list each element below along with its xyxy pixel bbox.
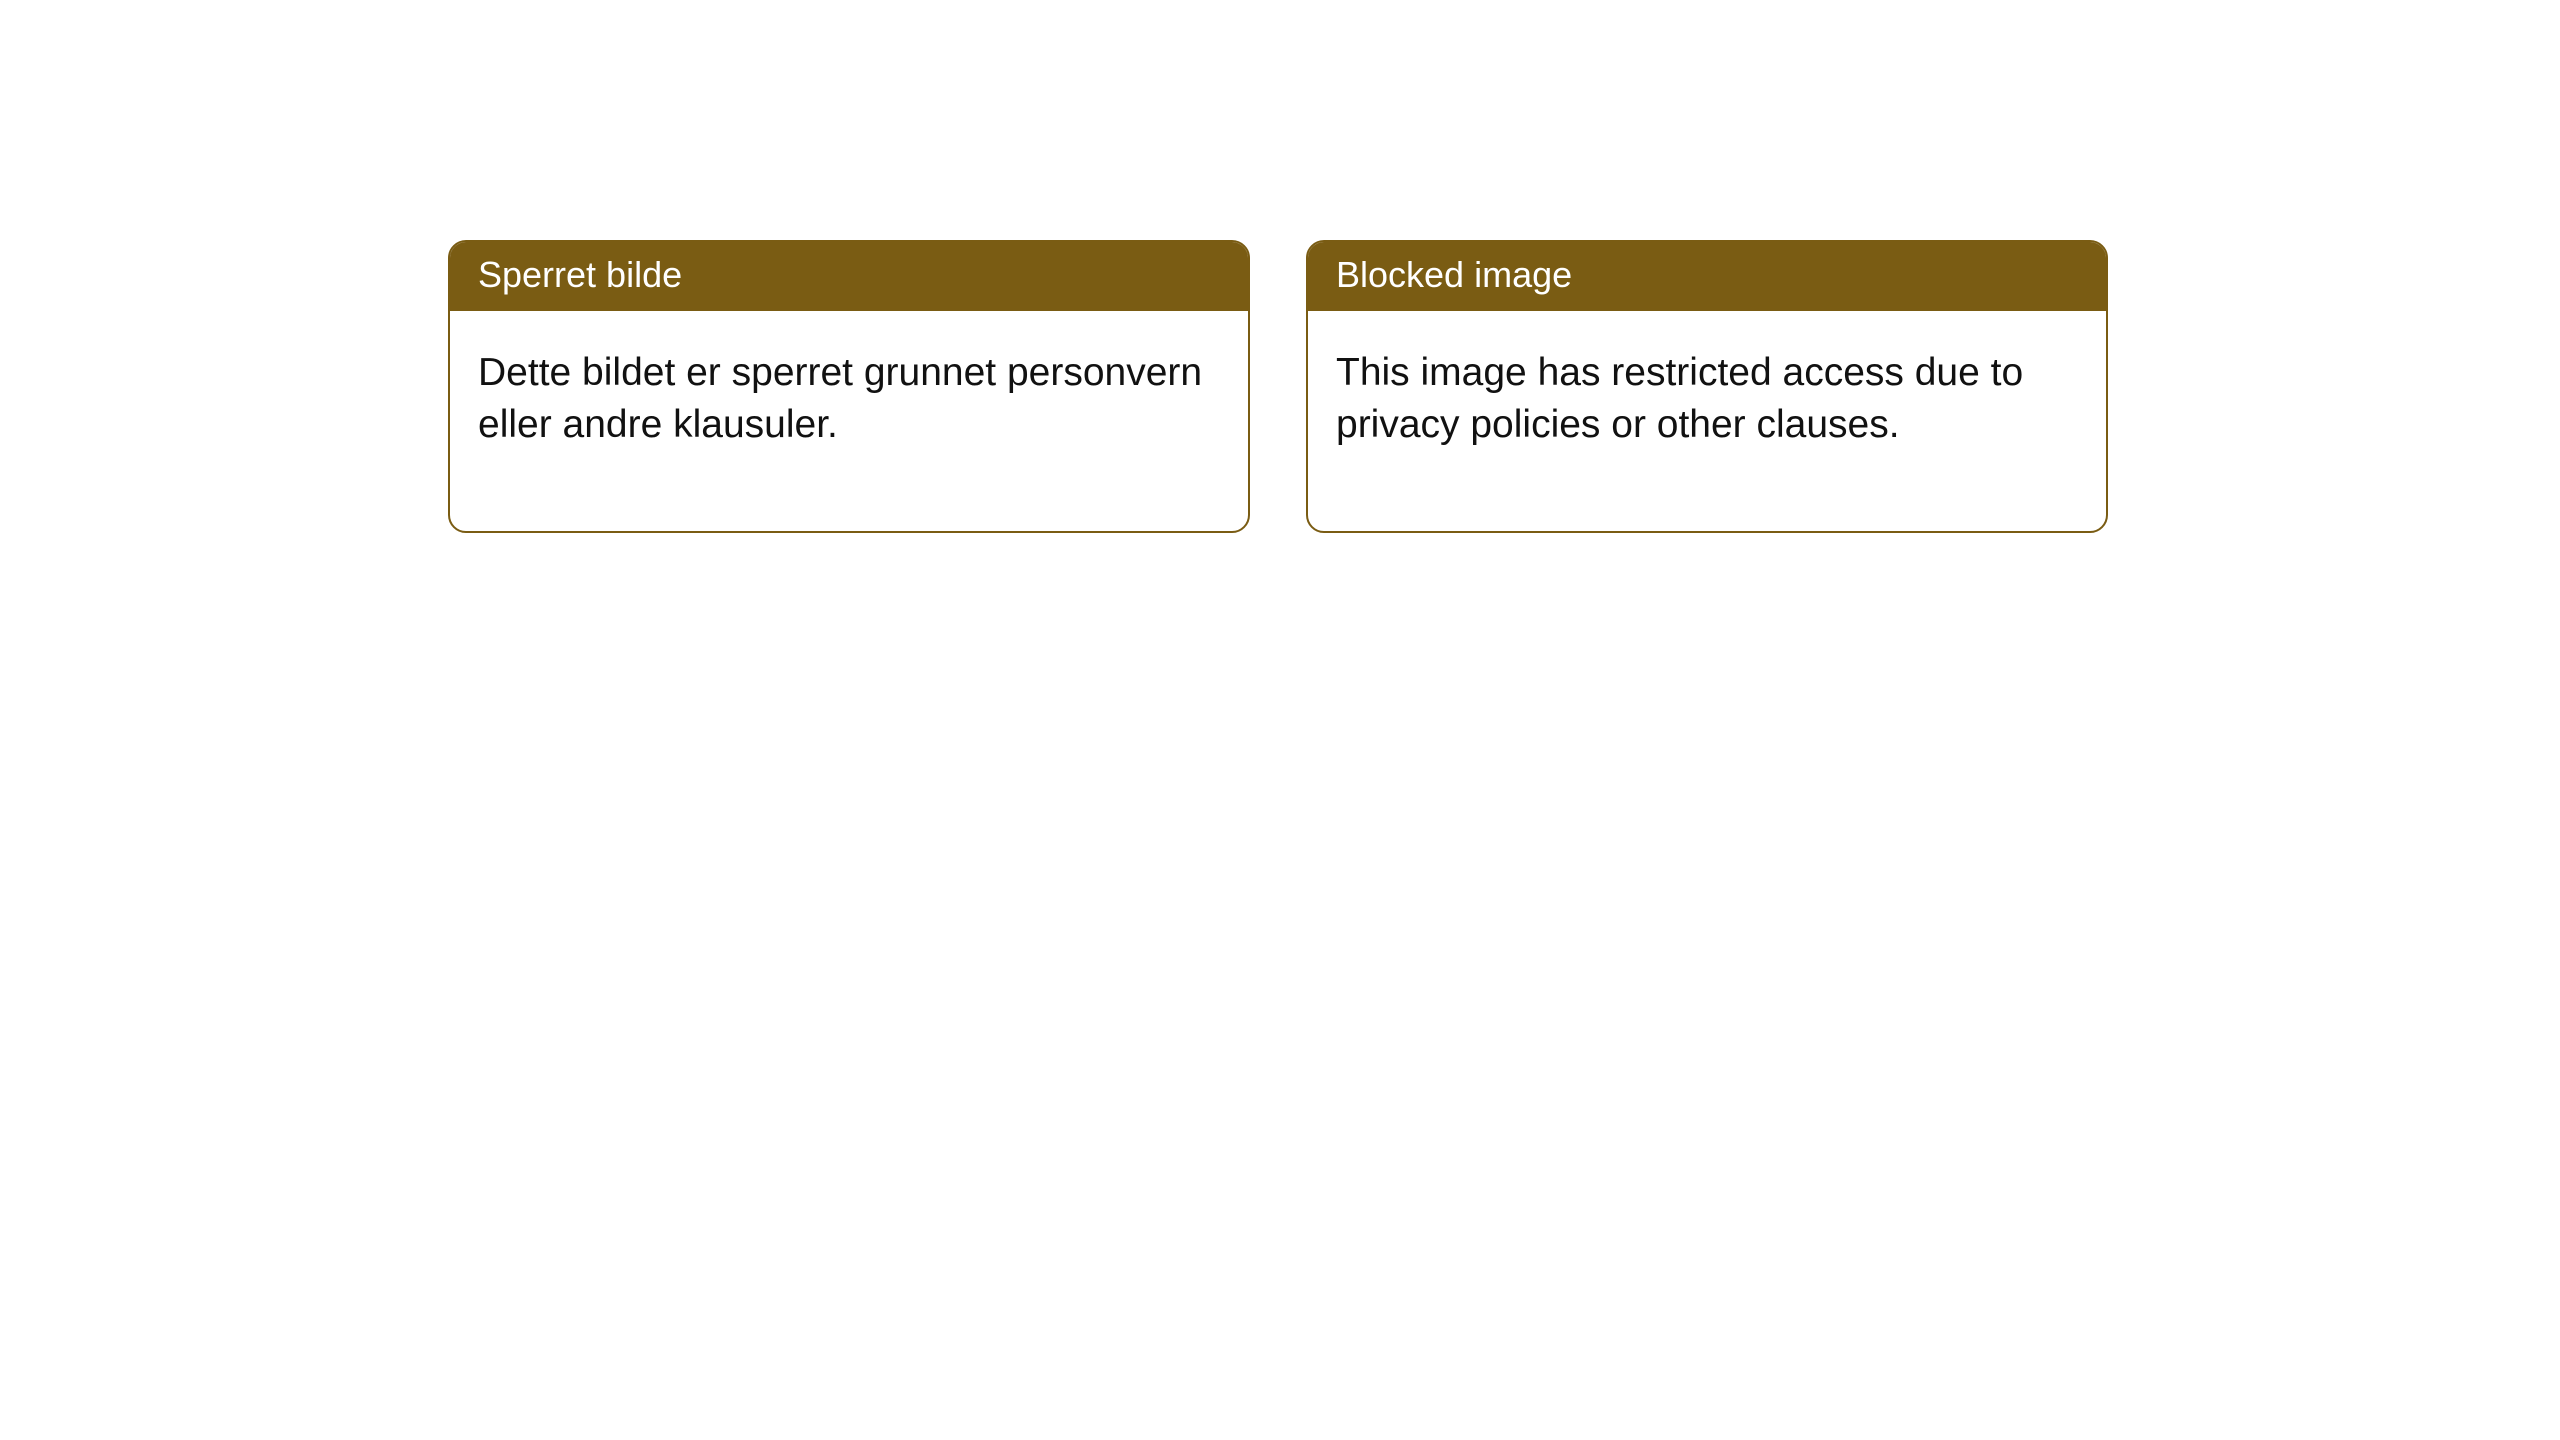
notice-card-norwegian: Sperret bilde Dette bildet er sperret gr… bbox=[448, 240, 1250, 533]
notice-container: Sperret bilde Dette bildet er sperret gr… bbox=[448, 240, 2108, 533]
notice-body: Dette bildet er sperret grunnet personve… bbox=[450, 311, 1248, 531]
notice-card-english: Blocked image This image has restricted … bbox=[1306, 240, 2108, 533]
notice-header: Blocked image bbox=[1308, 242, 2106, 311]
notice-header: Sperret bilde bbox=[450, 242, 1248, 311]
notice-body: This image has restricted access due to … bbox=[1308, 311, 2106, 531]
